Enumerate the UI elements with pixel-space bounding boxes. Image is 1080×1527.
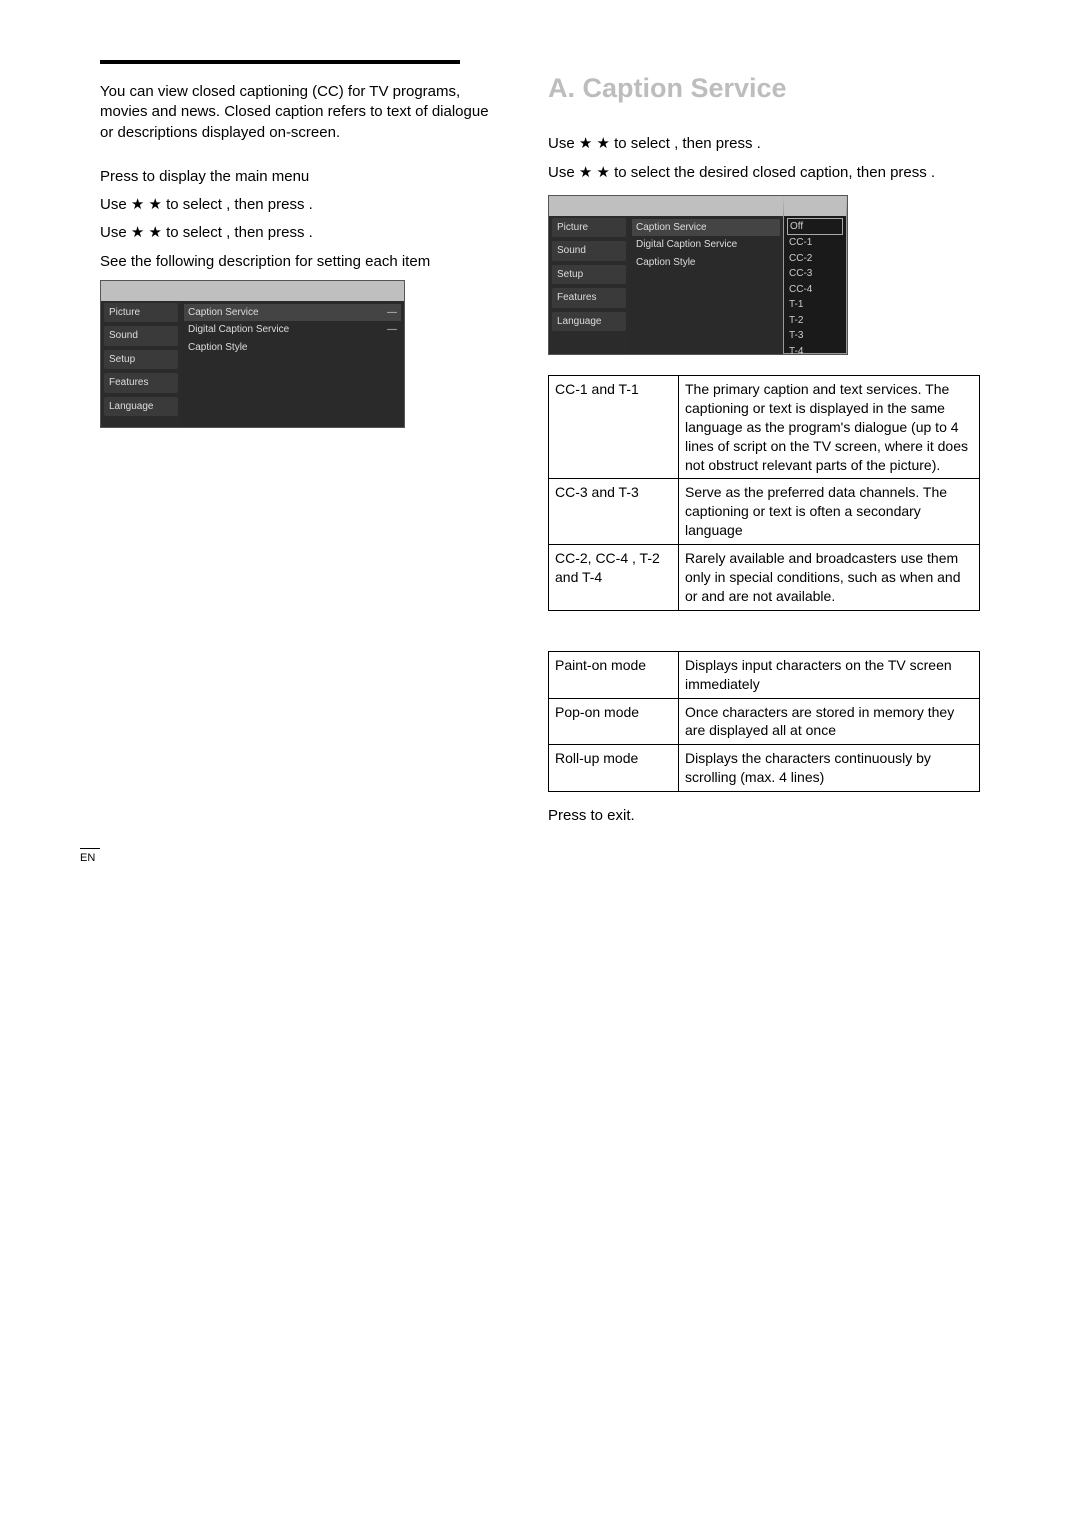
step-item: Press to display the main menu xyxy=(100,167,500,187)
osd-row: Caption Service xyxy=(632,219,780,237)
dropdown-option: CC-2 xyxy=(787,251,843,267)
section-heading: A. Caption Service xyxy=(548,70,980,106)
osd-menu-left: Picture Sound Setup Features Language Ca… xyxy=(100,280,405,428)
mode-desc: Displays input characters on the TV scre… xyxy=(679,651,980,698)
step-item: See the following description for settin… xyxy=(100,252,500,272)
table-row: Paint-on mode Displays input characters … xyxy=(549,651,980,698)
mode-label: Pop-on mode xyxy=(549,698,679,745)
sidebar-item: Setup xyxy=(552,265,626,285)
page-number: EN xyxy=(80,848,100,866)
cc-label: CC-1 and T-1 xyxy=(549,375,679,478)
cc-label: CC-3 and T-3 xyxy=(549,479,679,545)
dropdown-option: CC-1 xyxy=(787,235,843,251)
step-item: Use ★ ★ to select the desired closed cap… xyxy=(548,163,980,183)
osd-row: Caption Style xyxy=(184,339,401,357)
table-row: CC-2, CC-4 , T-2 and T-4 Rarely availabl… xyxy=(549,545,980,611)
sidebar-item: Language xyxy=(104,397,178,417)
step-item: Use ★ ★ to select , then press . xyxy=(100,223,500,243)
mode-desc: Displays the characters continuously by … xyxy=(679,745,980,792)
cc-label: CC-2, CC-4 , T-2 and T-4 xyxy=(549,545,679,611)
left-steps: Press to display the main menu Use ★ ★ t… xyxy=(100,167,500,272)
mode-label: Paint-on mode xyxy=(549,651,679,698)
osd-row: Digital Caption Service xyxy=(632,236,780,254)
sidebar-item: Language xyxy=(552,312,626,332)
osd-row: Caption Service— xyxy=(184,304,401,322)
right-steps: Use ★ ★ to select , then press . Use ★ ★… xyxy=(548,134,980,183)
osd-menu-right: Picture Sound Setup Features Language Ca… xyxy=(548,195,848,355)
osd-row: Digital Caption Service— xyxy=(184,321,401,339)
dropdown-option: CC-4 xyxy=(787,282,843,298)
table-row: CC-3 and T-3 Serve as the preferred data… xyxy=(549,479,980,545)
cc-desc: The primary caption and text services. T… xyxy=(679,375,980,478)
table-row: Roll-up mode Displays the characters con… xyxy=(549,745,980,792)
sidebar-item: Picture xyxy=(552,218,626,238)
mode-description-table: Paint-on mode Displays input characters … xyxy=(548,651,980,792)
osd-sidebar: Picture Sound Setup Features Language xyxy=(549,196,629,354)
sidebar-item: Picture xyxy=(104,303,178,323)
step-item: Use ★ ★ to select , then press . xyxy=(548,134,980,154)
sidebar-item: Features xyxy=(552,288,626,308)
table-row: Pop-on mode Once characters are stored i… xyxy=(549,698,980,745)
right-column: A. Caption Service Use ★ ★ to select , t… xyxy=(548,82,980,826)
left-column: You can view closed captioning (CC) for … xyxy=(100,82,500,826)
step-item: Use ★ ★ to select , then press . xyxy=(100,195,500,215)
osd-dropdown: Off CC-1 CC-2 CC-3 CC-4 T-1 T-2 T-3 T-4 xyxy=(783,196,847,354)
dropdown-option: Off xyxy=(787,218,843,236)
dropdown-option: T-3 xyxy=(787,328,843,344)
mode-desc: Once characters are stored in memory the… xyxy=(679,698,980,745)
sidebar-item: Sound xyxy=(552,241,626,261)
osd-sidebar: Picture Sound Setup Features Language xyxy=(101,281,181,427)
cc-desc: Rarely available and broadcasters use th… xyxy=(679,545,980,611)
osd-content: Caption Service— Digital Caption Service… xyxy=(181,281,404,427)
sidebar-item: Sound xyxy=(104,326,178,346)
exit-instruction: Press to exit. xyxy=(548,806,980,826)
dropdown-option: T-1 xyxy=(787,297,843,313)
dropdown-option: T-4 xyxy=(787,344,843,360)
cc-desc: Serve as the preferred data channels. Th… xyxy=(679,479,980,545)
dropdown-option: CC-3 xyxy=(787,266,843,282)
mode-label: Roll-up mode xyxy=(549,745,679,792)
sidebar-item: Setup xyxy=(104,350,178,370)
sidebar-item: Features xyxy=(104,373,178,393)
osd-row: Caption Style xyxy=(632,254,780,272)
section-rule xyxy=(100,60,460,64)
intro-text: You can view closed captioning (CC) for … xyxy=(100,82,500,143)
osd-content: Caption Service Digital Caption Service … xyxy=(629,196,783,354)
cc-description-table: CC-1 and T-1 The primary caption and tex… xyxy=(548,375,980,611)
table-row: CC-1 and T-1 The primary caption and tex… xyxy=(549,375,980,478)
dropdown-option: T-2 xyxy=(787,313,843,329)
